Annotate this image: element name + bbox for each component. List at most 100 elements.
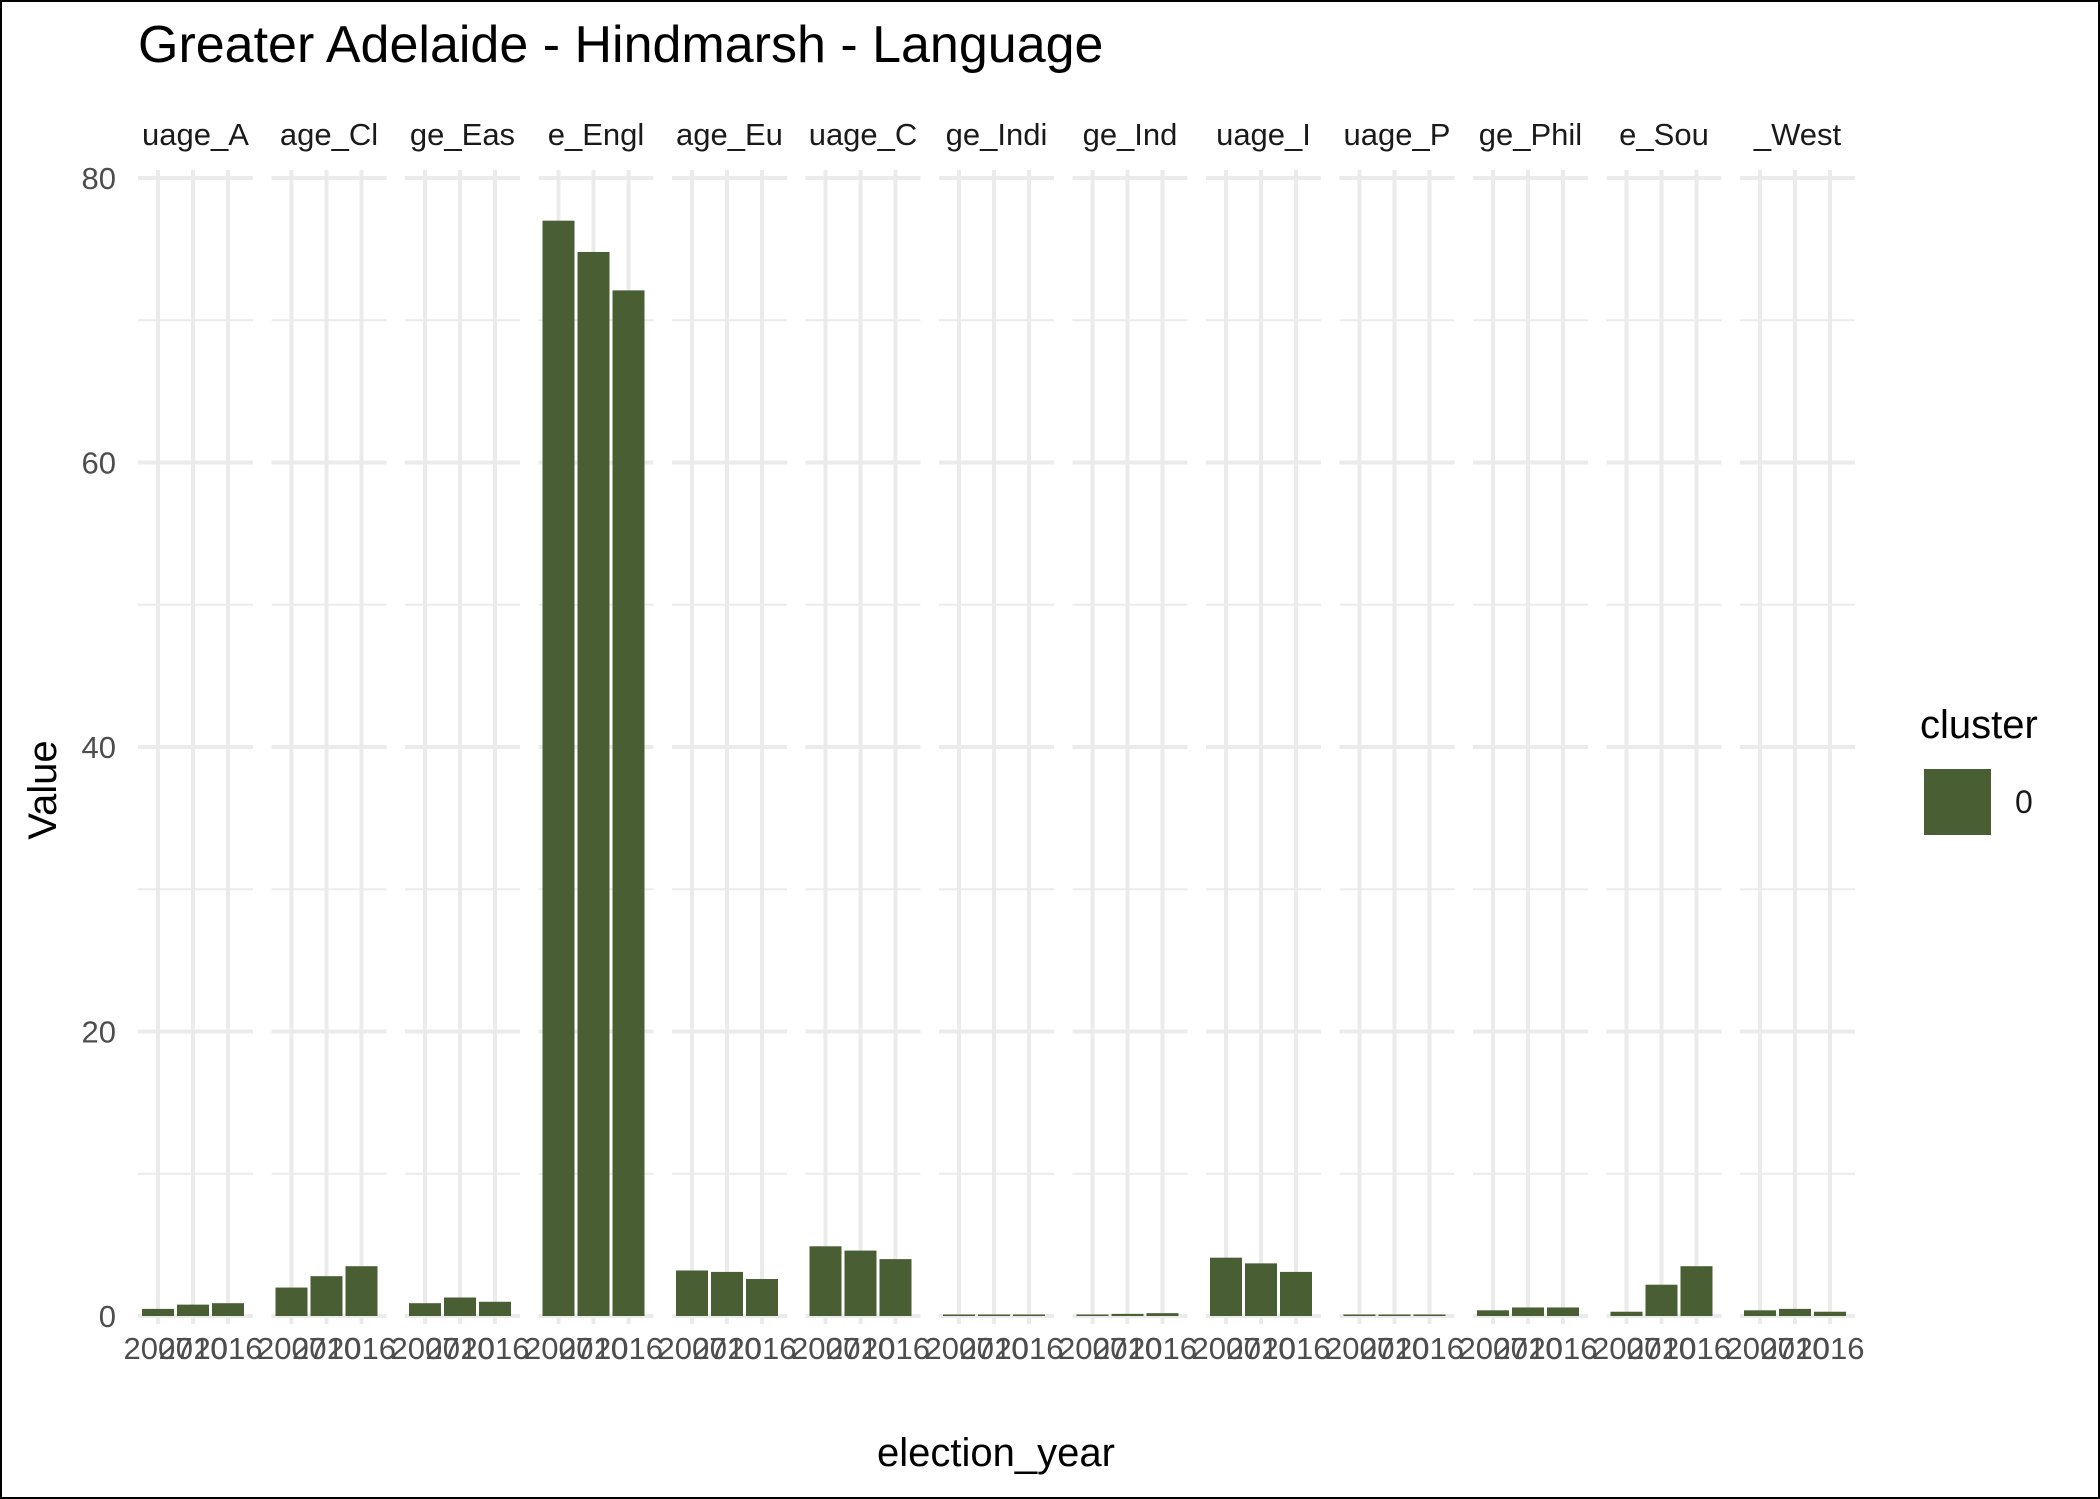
bar xyxy=(1512,1307,1544,1316)
y-axis: 0 20 40 60 80 xyxy=(82,161,116,1334)
bar xyxy=(1210,1257,1242,1316)
x-tick-label: 2010 xyxy=(159,1331,228,1366)
chart-title: Greater Adelaide - Hindmarsh - Language xyxy=(138,16,1103,74)
y-tick-label: 80 xyxy=(82,161,116,196)
bar xyxy=(1378,1314,1411,1316)
facet-strip-label: uage_C xyxy=(809,117,918,152)
x-tick-label: 2007 xyxy=(1058,1331,1127,1366)
bar xyxy=(542,220,575,1316)
facet-strip-label: uage_I xyxy=(1216,117,1311,152)
x-tick-label: 2007 xyxy=(1325,1331,1394,1366)
bar xyxy=(1111,1313,1144,1316)
bar xyxy=(1477,1310,1509,1316)
bar xyxy=(1779,1308,1811,1316)
y-tick-label: 20 xyxy=(82,1015,116,1050)
x-tick-label: 2010 xyxy=(1360,1331,1429,1366)
x-tick-label: 2010 xyxy=(1627,1331,1696,1366)
bar xyxy=(809,1246,842,1316)
y-tick-label: 0 xyxy=(99,1299,116,1334)
facet-strip-label: ge_Eas xyxy=(410,117,515,152)
x-tick-label: 2010 xyxy=(960,1331,1029,1366)
bar xyxy=(711,1271,743,1316)
bar xyxy=(275,1287,308,1316)
bar xyxy=(612,290,645,1317)
bar xyxy=(943,1314,975,1316)
x-tick-label: 2010 xyxy=(1227,1331,1296,1366)
bar xyxy=(879,1259,912,1316)
facet-strip-label: ge_Ind xyxy=(1083,117,1178,152)
bar xyxy=(212,1303,244,1316)
x-tick-label: 2016 xyxy=(861,1331,930,1366)
facet-strip-label: e_Engl xyxy=(548,117,645,152)
y-tick-label: 40 xyxy=(82,730,116,765)
x-tick-label: 2007 xyxy=(1459,1331,1528,1366)
x-tick-label: 2007 xyxy=(1592,1331,1661,1366)
x-tick-label: 2016 xyxy=(327,1331,396,1366)
bar xyxy=(1413,1314,1446,1316)
bar xyxy=(444,1297,476,1316)
bar xyxy=(310,1276,343,1316)
facet-panels: uage_A200720102016age_Cl200720102016ge_E… xyxy=(124,117,1865,1366)
bar xyxy=(746,1279,778,1316)
bar xyxy=(978,1314,1010,1316)
x-tick-label: 2016 xyxy=(461,1331,530,1366)
x-tick-label: 2007 xyxy=(1192,1331,1261,1366)
x-tick-label: 2010 xyxy=(559,1331,628,1366)
bar xyxy=(1610,1311,1643,1316)
x-tick-label: 2010 xyxy=(292,1331,361,1366)
x-tick-label: 2007 xyxy=(257,1331,326,1366)
x-tick-label: 2007 xyxy=(658,1331,727,1366)
bar xyxy=(1547,1307,1579,1316)
bar xyxy=(1645,1284,1678,1316)
x-tick-label: 2016 xyxy=(594,1331,663,1366)
legend-label-0: 0 xyxy=(2015,784,2033,820)
bar xyxy=(844,1250,877,1316)
x-tick-label: 2007 xyxy=(925,1331,994,1366)
facet-strip-label: uage_A xyxy=(142,117,249,152)
x-tick-label: 2010 xyxy=(426,1331,495,1366)
x-tick-label: 2007 xyxy=(791,1331,860,1366)
x-tick-label: 2007 xyxy=(391,1331,460,1366)
x-tick-label: 2016 xyxy=(1262,1331,1331,1366)
bar xyxy=(1280,1271,1312,1316)
y-tick-label: 60 xyxy=(82,446,116,481)
x-tick-label: 2007 xyxy=(124,1331,193,1366)
x-tick-label: 2007 xyxy=(1726,1331,1795,1366)
bar xyxy=(177,1304,209,1316)
bar xyxy=(1013,1314,1045,1316)
x-axis-title: election_year xyxy=(877,1431,1115,1475)
facet-strip-label: ge_Indi xyxy=(946,117,1048,152)
facet-strip-label: uage_P xyxy=(1344,117,1451,152)
bar xyxy=(1076,1314,1109,1316)
bar xyxy=(577,251,610,1317)
legend-key-0 xyxy=(1924,769,1991,835)
x-tick-label: 2016 xyxy=(1529,1331,1598,1366)
bar xyxy=(1814,1311,1846,1316)
bar xyxy=(1744,1310,1776,1316)
x-tick-label: 2016 xyxy=(1128,1331,1197,1366)
x-tick-label: 2007 xyxy=(524,1331,593,1366)
x-tick-label: 2010 xyxy=(826,1331,895,1366)
x-tick-label: 2010 xyxy=(693,1331,762,1366)
x-tick-label: 2010 xyxy=(1093,1331,1162,1366)
facet-strip-label: _West xyxy=(1753,117,1842,152)
bar xyxy=(142,1308,174,1316)
bar xyxy=(409,1303,441,1316)
bar xyxy=(1245,1263,1277,1316)
bar xyxy=(1680,1266,1713,1316)
x-tick-label: 2010 xyxy=(1494,1331,1563,1366)
x-tick-label: 2016 xyxy=(728,1331,797,1366)
bar xyxy=(1146,1313,1179,1316)
